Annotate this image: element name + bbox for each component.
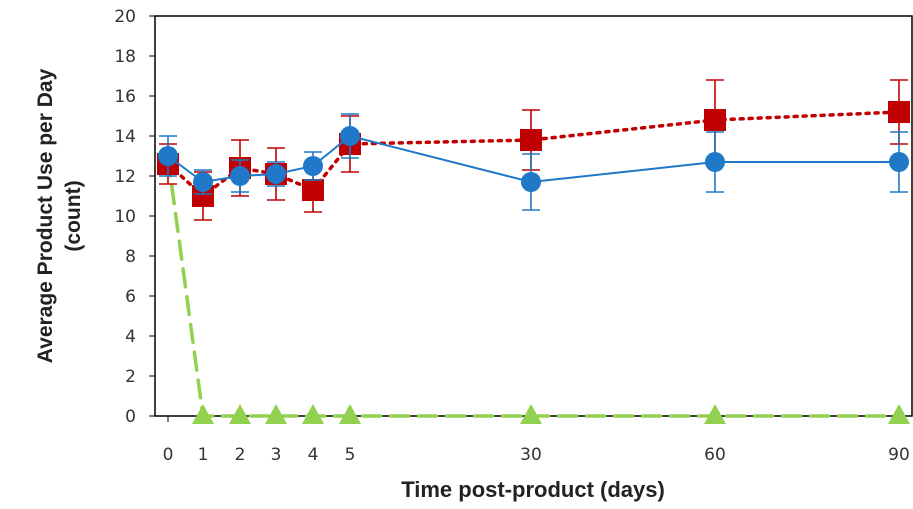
data-point-triangle bbox=[192, 404, 214, 424]
x-tick-label: 90 bbox=[888, 445, 910, 465]
y-tick-label: 10 bbox=[114, 207, 136, 227]
data-point-circle bbox=[230, 166, 250, 186]
y-tick-label: 12 bbox=[114, 167, 136, 187]
x-tick-label: 4 bbox=[308, 445, 319, 465]
data-point-circle bbox=[705, 152, 725, 172]
x-tick-label: 1 bbox=[198, 445, 209, 465]
y-axis-ticks: 0 2 4 6 8 10 12 14 16 18 20 bbox=[114, 7, 155, 427]
x-axis-label: Time post-product (days) bbox=[401, 477, 665, 502]
y-tick-label: 6 bbox=[125, 287, 136, 307]
data-point-triangle bbox=[229, 404, 251, 424]
data-point-square bbox=[192, 185, 214, 207]
y-tick-label: 20 bbox=[114, 7, 136, 27]
data-point-triangle bbox=[302, 404, 324, 424]
series-circle bbox=[158, 113, 909, 211]
data-point-square bbox=[888, 101, 910, 123]
data-point-triangle bbox=[520, 404, 542, 424]
plot-area bbox=[154, 15, 913, 417]
y-tick-label: 14 bbox=[114, 127, 136, 147]
y-tick-label: 16 bbox=[114, 87, 136, 107]
data-point-circle bbox=[303, 156, 323, 176]
x-tick-label: 0 bbox=[163, 445, 174, 465]
series-layer bbox=[157, 79, 910, 424]
data-point-triangle bbox=[888, 404, 910, 424]
data-point-square bbox=[704, 109, 726, 131]
y-axis-label-line-2: (count) bbox=[62, 180, 85, 251]
data-point-circle bbox=[266, 164, 286, 184]
y-tick-label: 4 bbox=[125, 327, 136, 347]
y-tick-label: 8 bbox=[125, 247, 136, 267]
data-point-triangle bbox=[265, 404, 287, 424]
x-tick-label: 30 bbox=[520, 445, 542, 465]
data-point-square bbox=[520, 129, 542, 151]
data-point-circle bbox=[193, 172, 213, 192]
data-point-triangle bbox=[339, 404, 361, 424]
y-tick-label: 2 bbox=[125, 367, 136, 387]
y-tick-label: 18 bbox=[114, 47, 136, 67]
x-tick-label: 60 bbox=[704, 445, 726, 465]
x-tick-label: 5 bbox=[345, 445, 356, 465]
data-point-circle bbox=[340, 126, 360, 146]
x-tick-label: 2 bbox=[235, 445, 246, 465]
data-point-circle bbox=[521, 172, 541, 192]
y-axis-label-line-1: Average Product Use per Day bbox=[34, 68, 57, 363]
series-triangle bbox=[157, 146, 910, 424]
y-tick-label: 0 bbox=[125, 407, 136, 427]
data-point-circle bbox=[158, 146, 178, 166]
data-point-square bbox=[302, 179, 324, 201]
x-tick-label: 3 bbox=[271, 445, 282, 465]
data-point-circle bbox=[889, 152, 909, 172]
data-point-triangle bbox=[704, 404, 726, 424]
